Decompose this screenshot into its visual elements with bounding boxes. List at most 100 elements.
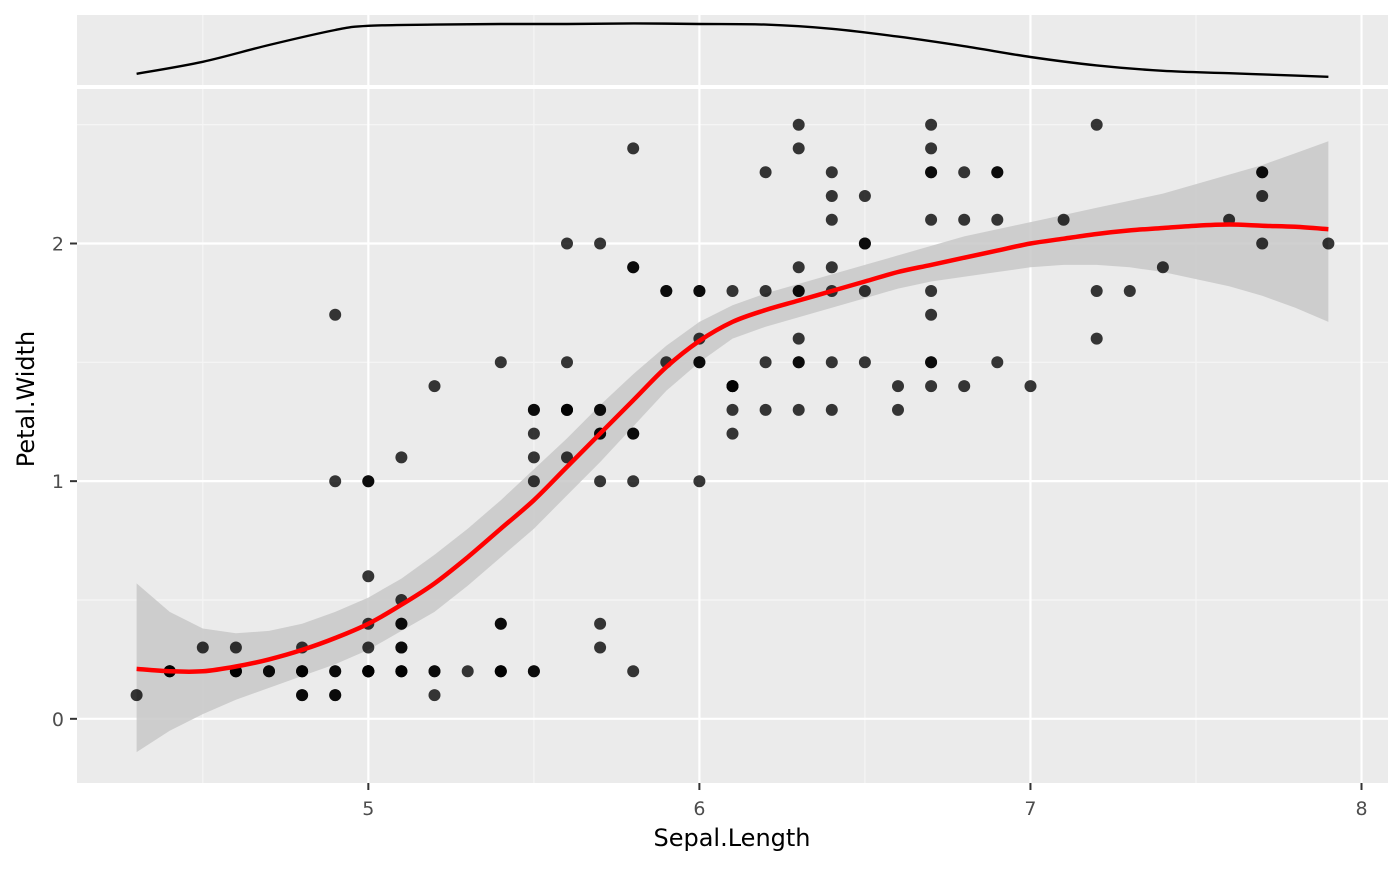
scatter-point — [296, 689, 309, 702]
scatter-point — [925, 142, 938, 155]
scatter-point — [561, 451, 573, 464]
main-plot-panel — [77, 89, 1388, 783]
scatter-point — [561, 403, 573, 416]
scatter-point — [229, 641, 242, 654]
scatter-point — [594, 641, 607, 654]
scatter-point — [726, 285, 739, 297]
scatter-point — [1090, 332, 1103, 345]
scatter-point — [1322, 237, 1335, 250]
points-layer — [130, 118, 1335, 702]
scatter-point — [892, 403, 904, 416]
scatter-point — [792, 403, 805, 416]
scatter-point — [329, 689, 342, 702]
scatter-point — [792, 285, 805, 297]
scatter-point — [527, 475, 540, 488]
scatter-point — [362, 665, 375, 678]
scatter-point — [958, 213, 971, 226]
scatter-point — [759, 356, 772, 369]
scatter-point — [991, 166, 1004, 179]
scatter-point — [527, 427, 540, 440]
y-tick-label: 1 — [52, 471, 64, 493]
scatter-point — [627, 475, 640, 488]
y-axis: 0 1 2 — [52, 233, 77, 731]
scatter-point — [858, 285, 871, 297]
scatter-point — [461, 665, 474, 678]
scatter-point — [561, 237, 573, 250]
scatter-point — [825, 261, 838, 274]
scatter-point — [660, 285, 673, 297]
scatter-point — [958, 380, 971, 393]
smooth-line — [136, 222, 1329, 675]
scatter-point — [759, 285, 772, 297]
scatter-point — [825, 166, 838, 179]
scatter-point — [991, 213, 1004, 226]
scatter-point — [627, 427, 640, 440]
scatter-point — [627, 261, 640, 274]
scatter-point — [825, 403, 838, 416]
scatter-point — [527, 403, 540, 416]
scatter-point — [792, 332, 805, 345]
scatter-point — [594, 403, 607, 416]
scatter-point — [395, 641, 408, 654]
scatter-point — [1090, 118, 1103, 131]
scatter-point — [395, 451, 408, 464]
scatter-point — [627, 665, 640, 678]
scatter-point — [925, 118, 938, 131]
scatter-point — [1256, 190, 1269, 202]
scatter-point — [991, 356, 1004, 369]
scatter-point — [428, 380, 441, 393]
scatter-point — [925, 285, 938, 297]
scatter-point — [858, 356, 871, 369]
scatter-point — [792, 142, 805, 155]
scatter-point — [527, 665, 540, 678]
x-tick-label: 8 — [1355, 798, 1367, 820]
scatter-point — [925, 166, 938, 179]
x-tick-label: 6 — [693, 798, 705, 820]
scatter-point — [1090, 285, 1103, 297]
scatter-point — [627, 142, 640, 155]
scatter-point — [329, 475, 342, 488]
scatter-point — [726, 380, 739, 393]
x-tick-label: 7 — [1024, 798, 1036, 820]
scatter-point — [925, 380, 938, 393]
scatter-point — [494, 665, 507, 678]
density-panel — [77, 15, 1388, 85]
scatter-point — [925, 356, 938, 369]
density-line — [136, 22, 1329, 78]
scatter-point — [428, 665, 441, 678]
scatter-point — [296, 665, 309, 678]
confidence-band — [136, 141, 1329, 753]
scatter-point — [1057, 213, 1070, 226]
scatter-point — [825, 356, 838, 369]
scatter-point — [858, 237, 871, 250]
scatter-point — [196, 641, 209, 654]
density-panel-background — [77, 15, 1388, 85]
scatter-point — [428, 689, 441, 702]
scatter-point — [395, 665, 408, 678]
scatter-point — [792, 261, 805, 274]
scatter-point — [329, 665, 342, 678]
scatter-point — [892, 380, 904, 393]
scatter-point — [329, 308, 342, 321]
scatter-point — [594, 475, 607, 488]
scatter-point — [362, 475, 375, 488]
scatter-point — [792, 356, 805, 369]
scatter-point — [1156, 261, 1169, 274]
scatter-point — [527, 451, 540, 464]
scatter-point — [263, 665, 275, 678]
scatter-point — [693, 356, 706, 369]
scatter-point — [494, 617, 507, 630]
scatter-point — [1256, 166, 1269, 179]
y-tick-label: 2 — [52, 233, 64, 255]
scatter-point — [594, 617, 607, 630]
scatter-point — [693, 285, 706, 297]
scatter-point — [726, 427, 739, 440]
scatter-point — [561, 356, 573, 369]
scatter-point — [362, 570, 375, 583]
scatter-point — [825, 190, 838, 202]
scatter-point — [1256, 237, 1269, 250]
scatter-point — [726, 403, 739, 416]
scatter-point — [792, 118, 805, 131]
scatter-point — [759, 403, 772, 416]
